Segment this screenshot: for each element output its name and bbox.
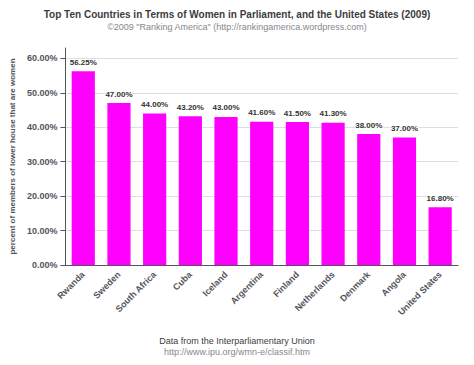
svg-text:0.00%: 0.00% [32,260,58,270]
svg-text:Argentina: Argentina [229,269,266,306]
svg-text:56.25%: 56.25% [70,58,97,67]
svg-text:Cuba: Cuba [171,269,195,293]
svg-text:http://www.ipu.org/wmn-e/class: http://www.ipu.org/wmn-e/classif.htm [164,347,310,357]
svg-text:50.00%: 50.00% [27,88,58,98]
svg-text:United States: United States [396,269,444,317]
svg-text:43.00%: 43.00% [212,103,239,112]
svg-text:47.00%: 47.00% [105,90,132,99]
svg-text:©2009 "Ranking America" (http:: ©2009 "Ranking America" (http://rankinga… [107,22,367,32]
svg-text:Netherlands: Netherlands [293,269,337,313]
svg-text:40.00%: 40.00% [27,122,58,132]
svg-text:Data from the Interparliamenta: Data from the Interparliamentary Union [159,336,315,346]
svg-text:41.60%: 41.60% [248,108,275,117]
svg-text:Sweden: Sweden [91,269,122,300]
svg-text:10.00%: 10.00% [27,226,58,236]
svg-text:44.00%: 44.00% [141,100,168,109]
svg-text:38.00%: 38.00% [355,121,382,130]
svg-text:16.80%: 16.80% [427,194,454,203]
svg-text:Angola: Angola [379,269,408,298]
svg-text:41.50%: 41.50% [284,109,311,118]
svg-text:South Africa: South Africa [114,269,159,314]
svg-text:Iceland: Iceland [201,269,230,298]
svg-text:Denmark: Denmark [338,269,372,303]
svg-text:Rwanda: Rwanda [55,269,87,301]
svg-text:Top Ten Countries in Terms of: Top Ten Countries in Terms of Women in P… [44,9,431,20]
svg-text:43.20%: 43.20% [177,103,204,112]
svg-text:Finland: Finland [271,269,301,299]
svg-text:37.00%: 37.00% [391,124,418,133]
svg-text:20.00%: 20.00% [27,191,58,201]
svg-text:percent of members of lower ho: percent of members of lower house that a… [8,58,17,254]
svg-text:41.30%: 41.30% [320,109,347,118]
svg-text:60.00%: 60.00% [27,53,58,63]
svg-text:30.00%: 30.00% [27,157,58,167]
